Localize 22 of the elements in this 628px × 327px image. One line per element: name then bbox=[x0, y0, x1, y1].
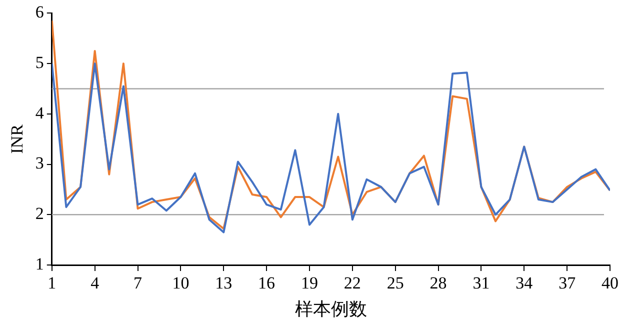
x-tick-label: 7 bbox=[134, 274, 143, 293]
x-tick-label: 37 bbox=[558, 274, 576, 293]
x-tick-label: 10 bbox=[172, 274, 190, 293]
x-tick-label: 1 bbox=[48, 274, 56, 293]
y-tick-label: 1 bbox=[35, 254, 44, 274]
y-tick-label: 3 bbox=[35, 154, 44, 173]
x-tick-label: 40 bbox=[602, 274, 618, 293]
x-tick-label: 13 bbox=[215, 274, 232, 293]
x-tick-label: 4 bbox=[90, 274, 100, 293]
x-tick-label: 31 bbox=[472, 274, 490, 293]
y-axis-title: INR bbox=[8, 124, 27, 154]
x-tick-label: 19 bbox=[300, 274, 318, 293]
y-tick-label: 6 bbox=[35, 2, 44, 22]
y-tick-label: 2 bbox=[35, 204, 44, 224]
x-tick-label: 22 bbox=[344, 274, 361, 293]
y-tick-label: 5 bbox=[35, 53, 44, 72]
x-tick-label: 25 bbox=[386, 274, 404, 293]
x-tick-label: 28 bbox=[430, 274, 447, 293]
x-axis-title: 样本例数 bbox=[294, 298, 367, 319]
y-tick-label: 4 bbox=[35, 103, 44, 122]
x-tick-label: 16 bbox=[258, 274, 276, 293]
x-tick-label: 34 bbox=[516, 274, 534, 293]
